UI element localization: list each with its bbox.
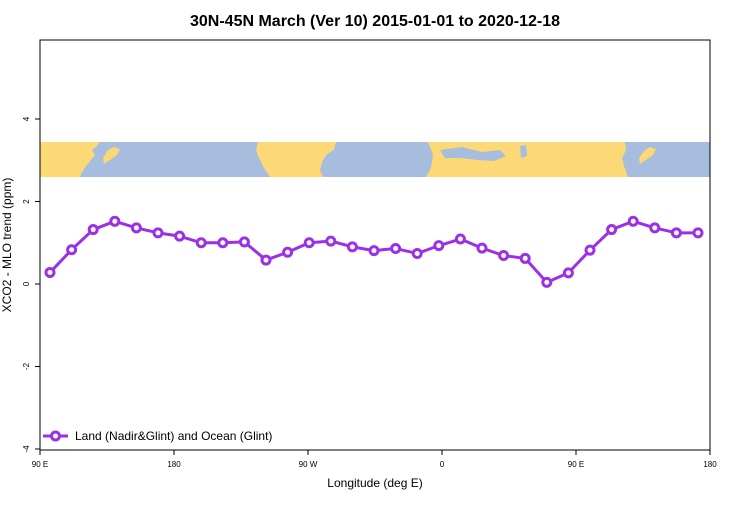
- map-sea-mediterranean: [440, 147, 506, 161]
- series-point: [498, 250, 510, 262]
- series-point: [411, 247, 423, 259]
- plot-frame: [39, 39, 711, 451]
- series-point: [627, 215, 639, 227]
- x-tick-label: 90 E: [568, 460, 584, 469]
- series-point: [692, 227, 704, 239]
- y-tick-label: 0: [22, 281, 31, 286]
- world-map-band: [40, 142, 710, 177]
- series-point: [670, 227, 682, 239]
- series-point: [649, 222, 661, 234]
- series-point: [44, 266, 56, 278]
- map-land-europe-africa-asia: [426, 142, 628, 177]
- series-point: [130, 222, 142, 234]
- y-tick-label: 4: [22, 116, 31, 121]
- series-point: [519, 252, 531, 264]
- map-land-japan-right: [639, 147, 656, 164]
- series-point: [476, 242, 488, 254]
- x-axis-label: Longitude (deg E): [327, 476, 422, 490]
- x-tick-label: 90 E: [32, 460, 48, 469]
- series-point: [217, 237, 229, 249]
- series-point: [303, 237, 315, 249]
- chart-title: 30N-45N March (Ver 10) 2015-01-01 to 202…: [190, 13, 560, 30]
- series-point: [584, 244, 596, 256]
- series-point: [260, 254, 272, 266]
- legend-label: Land (Nadir&Glint) and Ocean (Glint): [75, 429, 272, 443]
- y-tick-label: -2: [22, 362, 31, 370]
- map-land-japan: [103, 147, 120, 164]
- y-tick-label: 2: [22, 199, 31, 204]
- series-point: [454, 233, 466, 245]
- x-tick-label: 180: [703, 460, 717, 469]
- series-layer: [44, 215, 704, 288]
- series-point: [325, 235, 337, 247]
- series-point: [433, 240, 445, 252]
- series-point: [346, 241, 358, 253]
- legend: Land (Nadir&Glint) and Ocean (Glint): [43, 429, 272, 443]
- series-point: [238, 236, 250, 248]
- x-tick-label: 90 W: [299, 460, 318, 469]
- series-point: [87, 224, 99, 236]
- x-axis: 90 E 180 90 W 0 90 E 180: [32, 450, 717, 469]
- series-point: [109, 215, 121, 227]
- y-tick-label: -4: [22, 445, 31, 453]
- series-point: [195, 237, 207, 249]
- map-land-north-america: [256, 142, 336, 177]
- y-axis-label: XCO2 - MLO trend (ppm): [0, 178, 14, 313]
- map-sea-caspian: [520, 145, 527, 158]
- map-land-asia-east: [40, 142, 100, 177]
- series-point: [368, 245, 380, 257]
- series-point: [66, 244, 78, 256]
- x-tick-label: 180: [167, 460, 181, 469]
- series-point: [606, 224, 618, 236]
- legend-marker: [50, 430, 61, 442]
- series-point: [152, 227, 164, 239]
- x-tick-label: 0: [440, 460, 445, 469]
- y-axis: -4 -2 0 2 4: [22, 116, 40, 453]
- series-point: [174, 230, 186, 242]
- series-point: [390, 243, 402, 255]
- series-point: [541, 276, 553, 288]
- series-point: [562, 267, 574, 279]
- series-point: [282, 246, 294, 258]
